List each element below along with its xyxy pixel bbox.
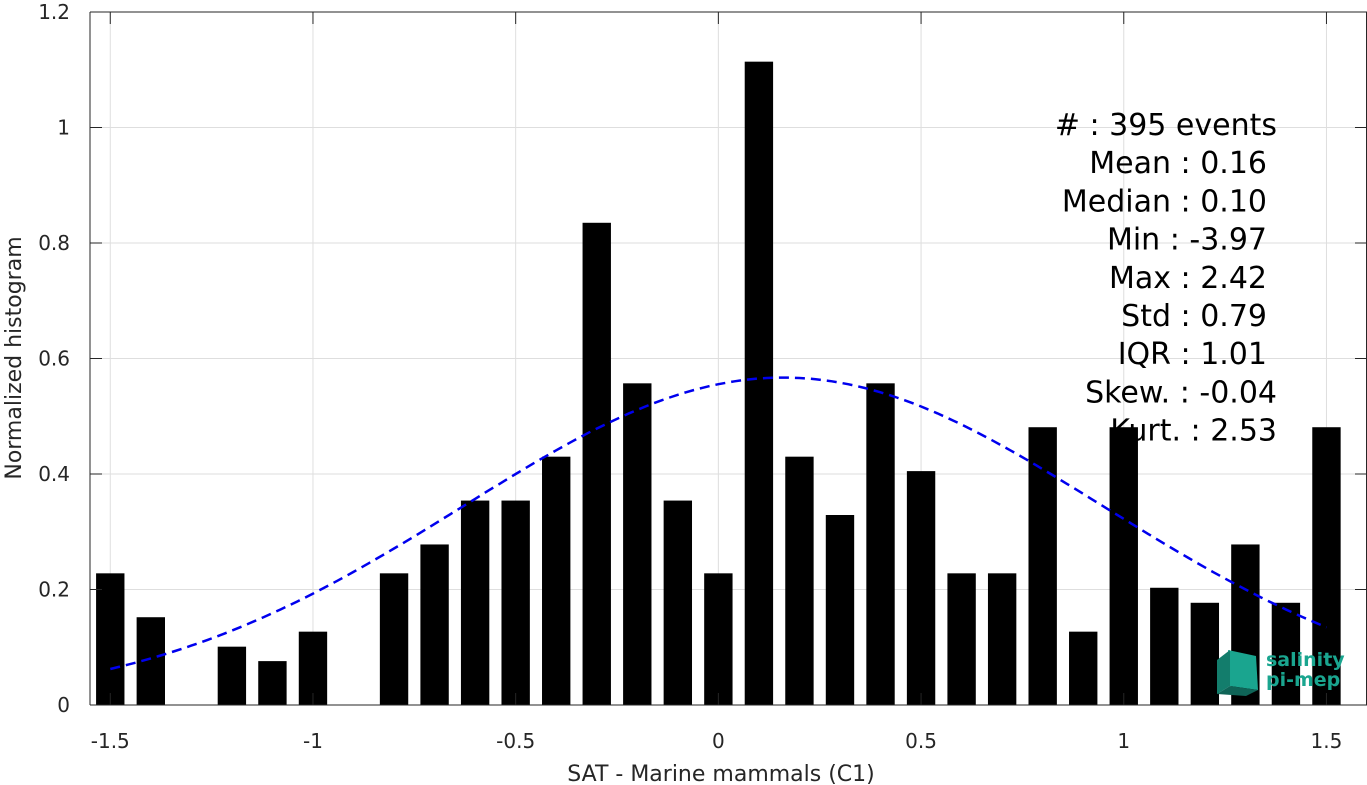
fit-curve-layer xyxy=(110,376,1327,671)
normal-fit-curve xyxy=(110,376,1327,671)
histogram-bar xyxy=(987,573,1017,705)
histogram-bar xyxy=(1069,631,1098,705)
histogram-bar xyxy=(1028,427,1057,705)
y-tick-label: 0.6 xyxy=(38,347,70,371)
histogram-bar xyxy=(947,573,976,705)
y-tick-label: 0 xyxy=(57,693,70,717)
histogram-bar xyxy=(1190,602,1220,705)
axes xyxy=(89,11,1367,706)
histogram-bar xyxy=(1150,587,1179,705)
salinity-pi-mep-logo: salinity pi-mep xyxy=(1217,649,1345,696)
stat-line: # : 395 events xyxy=(1055,108,1277,143)
histogram-bar xyxy=(298,631,328,705)
histogram-bar xyxy=(460,500,490,705)
x-axis-title: SAT - Marine mammals (C1) xyxy=(567,762,875,785)
stat-line: Skew. : -0.04 xyxy=(1085,375,1277,410)
histogram-bar xyxy=(258,661,287,705)
histogram-bar xyxy=(379,573,409,705)
stat-line: Mean : 0.16 xyxy=(1089,146,1267,181)
cube-icon xyxy=(1217,650,1258,696)
y-tick-label: 1.2 xyxy=(38,0,70,24)
histogram-bar xyxy=(96,573,125,705)
histogram-bar xyxy=(136,617,165,705)
x-tick-label: -1 xyxy=(303,729,323,753)
y-tick-labels: 0 0.2 0.4 0.6 0.8 1 1.2 xyxy=(38,0,70,717)
stat-line: Kurt. : 2.53 xyxy=(1110,414,1277,449)
x-tick-labels: -1.5 -1 -0.5 0 0.5 1 1.5 xyxy=(91,729,1343,753)
histogram-bar xyxy=(866,383,895,705)
histogram-bar xyxy=(542,456,571,705)
logo-text-salinity: salinity xyxy=(1266,649,1345,671)
histogram-bar xyxy=(825,515,855,705)
y-tick-label: 0.8 xyxy=(38,231,70,255)
x-tick-label: 0.5 xyxy=(905,729,937,753)
logo-text-pi-mep: pi-mep xyxy=(1266,669,1340,691)
histogram-bar xyxy=(582,222,611,705)
x-tick-label: 0 xyxy=(712,729,725,753)
y-axis-title: Normalized histogram xyxy=(2,236,27,479)
x-tick-label: 1 xyxy=(1117,729,1130,753)
histogram-bar xyxy=(704,573,733,705)
y-tick-label: 0.4 xyxy=(38,462,70,486)
stat-line: Max : 2.42 xyxy=(1109,261,1267,296)
stat-line: Min : -3.97 xyxy=(1107,223,1267,258)
x-tick-label: -0.5 xyxy=(496,729,535,753)
histogram-bar xyxy=(1271,602,1301,705)
x-tick-label: -1.5 xyxy=(91,729,130,753)
y-tick-label: 0.2 xyxy=(38,578,70,602)
histogram-bar xyxy=(1109,427,1138,705)
histogram-bar xyxy=(663,500,693,705)
histogram-bar xyxy=(623,383,652,705)
stat-line: Median : 0.10 xyxy=(1062,184,1267,219)
histogram-bar xyxy=(785,456,814,705)
stat-line: IQR : 1.01 xyxy=(1118,337,1267,372)
histogram-bar xyxy=(744,61,774,706)
histogram-bar xyxy=(501,500,530,705)
histogram-bar xyxy=(906,471,936,705)
histogram-bar xyxy=(217,646,247,705)
histogram-bar xyxy=(1312,427,1341,705)
y-tick-label: 1 xyxy=(57,116,70,140)
stat-line: Std : 0.79 xyxy=(1121,299,1267,334)
x-tick-label: 1.5 xyxy=(1311,729,1343,753)
histogram-bar xyxy=(420,544,449,705)
